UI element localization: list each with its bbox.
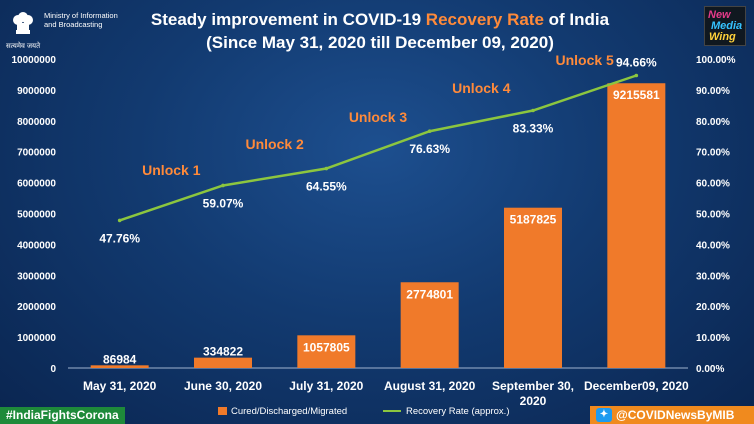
chart-title: Steady improvement in COVID-19 Recovery … xyxy=(140,10,620,30)
recovery-rate-point xyxy=(634,73,639,78)
bar-value-label: 1057805 xyxy=(303,340,350,354)
recovery-rate-label: 64.55% xyxy=(306,180,347,194)
y-right-tick-label: 40.00% xyxy=(696,240,730,251)
bar xyxy=(90,365,149,368)
x-tick-label: June 30, 2020 xyxy=(184,379,262,393)
recovery-rate-point xyxy=(324,166,329,171)
bar-value-label: 9215581 xyxy=(613,88,660,102)
hashtag-badge: #IndiaFightsCorona xyxy=(0,407,125,424)
new-media-wing-logo: New Media Wing xyxy=(704,6,746,46)
y-right-tick-label: 90.00% xyxy=(696,86,730,97)
y-right-tick-label: 80.00% xyxy=(696,117,730,128)
y-left-tick-label: 4000000 xyxy=(17,240,56,251)
bar-value-label: 5187825 xyxy=(510,213,557,227)
ministry-line-1: Ministry of Information xyxy=(44,11,118,20)
recovery-rate-label: 59.07% xyxy=(203,196,244,210)
x-tick-label: December09, 2020 xyxy=(584,379,689,393)
recovery-rate-label: 47.76% xyxy=(99,231,140,245)
y-left-tick-label: 6000000 xyxy=(17,179,56,190)
unlock-annotation: Unlock 1 xyxy=(142,162,201,178)
bar-value-label: 86984 xyxy=(103,352,137,366)
unlock-annotation: Unlock 4 xyxy=(452,80,511,96)
bar xyxy=(194,357,252,368)
y-right-tick-label: 50.00% xyxy=(696,210,730,221)
logo-text-media: Media xyxy=(711,20,743,32)
legend-line-label: Recovery Rate (approx.) xyxy=(406,406,510,417)
emblem-caption: सत्यमेव जयते xyxy=(6,43,41,50)
chart-subtitle: (Since May 31, 2020 till December 09, 20… xyxy=(206,33,554,52)
logo-text-wing: Wing xyxy=(709,31,736,43)
y-right-tick-label: 60.00% xyxy=(696,179,730,190)
ministry-name: Ministry of Information and Broadcasting xyxy=(44,11,134,29)
bar-value-label: 2774801 xyxy=(406,287,453,301)
national-emblem-icon xyxy=(13,12,33,34)
recovery-rate-point xyxy=(531,108,535,113)
y-left-tick-label: 10000000 xyxy=(12,55,57,66)
y-right-tick-label: 20.00% xyxy=(696,302,730,313)
legend-line-entry: Recovery Rate (approx.) xyxy=(383,406,509,417)
bar-value-label: 334822 xyxy=(203,345,243,359)
y-right-tick-label: 10.00% xyxy=(696,333,730,344)
legend-bar-swatch xyxy=(218,407,227,416)
twitter-handle: @COVIDNewsByMIB xyxy=(616,408,735,422)
y-left-tick-label: 0 xyxy=(50,364,56,375)
recovery-rate-line xyxy=(119,74,637,222)
legend-line-swatch xyxy=(383,410,401,413)
y-left-tick-label: 7000000 xyxy=(17,148,56,159)
x-tick-label: May 31, 2020 xyxy=(83,379,157,393)
bar xyxy=(607,83,666,368)
y-right-tick-label: 0.00% xyxy=(696,364,724,375)
y-right-tick-label: 70.00% xyxy=(696,148,730,159)
title-part-1: Steady improvement in COVID-19 xyxy=(150,10,426,29)
unlock-annotation: Unlock 2 xyxy=(245,136,304,152)
unlock-annotation: Unlock 3 xyxy=(349,109,408,125)
twitter-icon: ✦ xyxy=(596,408,612,422)
bar xyxy=(400,282,459,368)
ministry-line-2: and Broadcasting xyxy=(44,20,103,29)
twitter-handle-badge: ✦ @COVIDNewsByMIB xyxy=(590,406,754,424)
y-left-tick-label: 2000000 xyxy=(17,302,56,313)
bar xyxy=(297,335,356,368)
legend-bar-entry: Cured/Discharged/Migrated xyxy=(218,406,347,417)
y-right-tick-label: 30.00% xyxy=(696,271,730,282)
y-left-tick-label: 9000000 xyxy=(17,86,56,97)
y-left-tick-label: 8000000 xyxy=(17,117,56,128)
y-left-tick-label: 5000000 xyxy=(17,210,56,221)
bar xyxy=(504,207,562,368)
recovery-rate-point xyxy=(427,129,432,134)
y-right-tick-label: 100.00% xyxy=(696,55,736,66)
x-tick-label: July 31, 2020 xyxy=(289,379,363,393)
unlock-annotation: Unlock 5 xyxy=(555,52,614,68)
recovery-rate-point xyxy=(117,218,122,223)
x-tick-label: August 31, 2020 xyxy=(384,379,476,393)
y-left-tick-label: 3000000 xyxy=(17,271,56,282)
logo-text-new: New xyxy=(708,9,731,21)
legend-bar-label: Cured/Discharged/Migrated xyxy=(231,406,348,417)
y-left-tick-label: 1000000 xyxy=(17,333,56,344)
recovery-rate-label: 83.33% xyxy=(513,122,554,136)
recovery-rate-label: 94.66% xyxy=(616,56,657,70)
title-highlight: Recovery Rate xyxy=(425,10,544,29)
x-tick-label: September 30, 2020 xyxy=(492,379,574,408)
title-part-2: of India xyxy=(543,10,610,29)
recovery-rate-label: 76.63% xyxy=(409,142,450,156)
recovery-rate-point xyxy=(221,183,225,188)
